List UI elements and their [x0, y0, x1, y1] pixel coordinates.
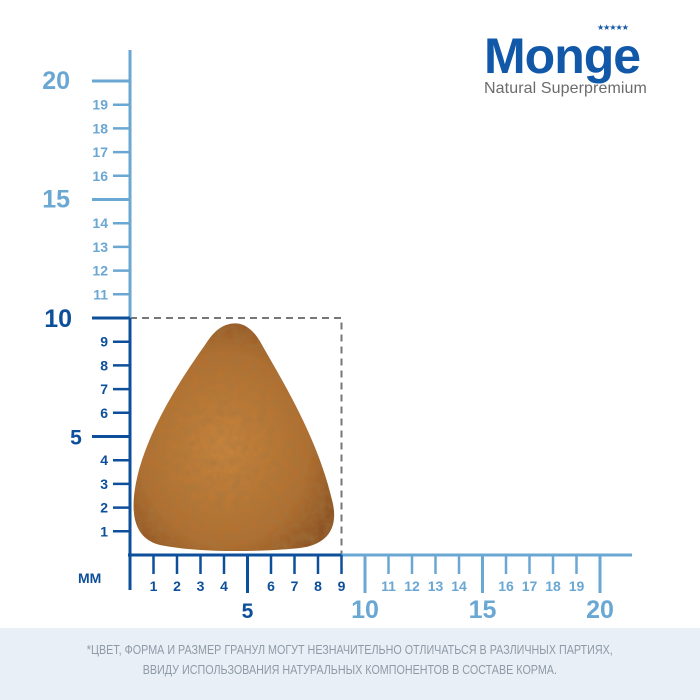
y-tick-label: 9: [100, 334, 108, 350]
x-tick-label: 19: [569, 578, 585, 594]
y-tick-label: 7: [100, 381, 108, 397]
x-major-label: 5: [242, 600, 254, 623]
y-tick-label: 19: [92, 97, 108, 113]
y-tick-label: 6: [100, 405, 108, 421]
x-tick-label: 1: [150, 578, 158, 594]
x-major-label: 20: [586, 596, 614, 624]
kibble-image: [133, 323, 335, 552]
y-major-label: 10: [44, 305, 72, 333]
x-tick-label: 16: [498, 578, 514, 594]
x-major-label: 15: [469, 596, 497, 624]
y-tick-label: 2: [100, 500, 108, 516]
disclaimer-line-1: *ЦВЕТ, ФОРМА И РАЗМЕР ГРАНУЛ МОГУТ НЕЗНА…: [87, 643, 613, 657]
x-tick-label: 13: [428, 578, 444, 594]
brand-tagline: Natural Superpremium: [484, 80, 647, 97]
x-tick-label: 3: [197, 578, 205, 594]
y-major-label: 20: [42, 67, 70, 95]
x-tick-label: 12: [404, 578, 420, 594]
y-tick-label: 14: [92, 215, 108, 231]
x-tick-label: 14: [451, 578, 467, 594]
x-tick-label: 4: [220, 578, 228, 594]
x-tick-label: 9: [338, 578, 346, 594]
brand-logo: ★★★★★ Monge Natural Superpremium: [484, 22, 669, 99]
unit-label: ММ: [78, 570, 101, 586]
y-major-label: 5: [70, 427, 82, 450]
disclaimer-footer: *ЦВЕТ, ФОРМА И РАЗМЕР ГРАНУЛ МОГУТ НЕЗНА…: [0, 628, 700, 700]
y-tick-label: 17: [92, 144, 108, 160]
y-tick-label: 3: [100, 476, 108, 492]
y-tick-label: 11: [93, 286, 108, 302]
brand-name: Monge: [484, 28, 641, 84]
y-tick-label: 13: [92, 239, 108, 255]
disclaimer-line-2: ВВИДУ ИСПОЛЬЗОВАНИЯ НАТУРАЛЬНЫХ КОМПОНЕН…: [142, 663, 558, 677]
y-tick-label: 4: [100, 452, 108, 468]
x-tick-label: 2: [173, 578, 181, 594]
y-tick-label: 1: [100, 523, 108, 539]
y-tick-label: 16: [92, 168, 108, 184]
x-tick-label: 8: [314, 578, 322, 594]
x-tick-label: 6: [267, 578, 275, 594]
x-major-label: 10: [351, 596, 379, 624]
x-tick-label: 11: [381, 578, 396, 594]
y-tick-label: 12: [92, 263, 108, 279]
x-tick-label: 17: [522, 578, 538, 594]
y-tick-label: 8: [100, 357, 108, 373]
stars-icon: ★★★★★: [597, 23, 629, 32]
x-tick-label: 18: [545, 578, 561, 594]
y-tick-label: 18: [92, 120, 108, 136]
y-major-label: 15: [42, 186, 70, 214]
x-tick-label: 7: [291, 578, 299, 594]
